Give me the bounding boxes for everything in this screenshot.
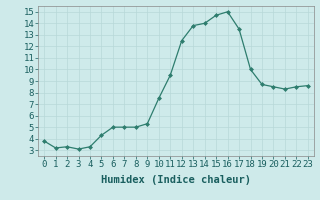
X-axis label: Humidex (Indice chaleur): Humidex (Indice chaleur) (101, 175, 251, 185)
